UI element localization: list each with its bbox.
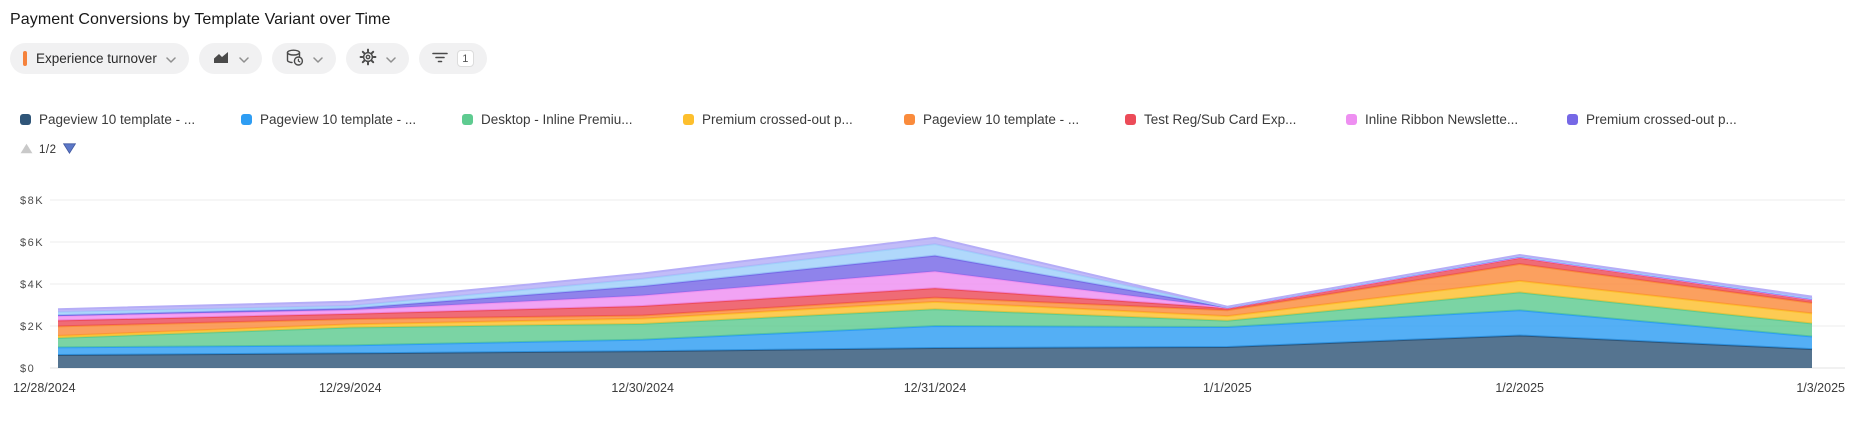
legend-swatch	[1567, 113, 1578, 125]
legend-pager: 1/2	[20, 141, 76, 159]
filter-icon	[432, 51, 448, 67]
y-axis-tick-label: $8K	[20, 195, 44, 207]
chevron-down-icon	[386, 51, 396, 66]
area-series-line	[57, 236, 1813, 311]
y-axis-tick-label: $2K	[20, 321, 44, 333]
legend-label: Pageview 10 template - ...	[923, 111, 1080, 127]
legend-label: Premium crossed-out p...	[702, 111, 853, 127]
legend-item[interactable]: Test Reg/Sub Card Exp...	[1125, 110, 1346, 128]
x-axis-tick-label: 1/3/2025	[1796, 381, 1845, 395]
legend-swatch	[20, 113, 31, 125]
area-series	[58, 335, 1812, 368]
x-axis-tick-label: 1/2/2025	[1495, 381, 1544, 395]
metric-accent-bar	[23, 51, 27, 66]
legend-item[interactable]: Premium crossed-out p...	[1567, 110, 1788, 128]
legend-label: Inline Ribbon Newslette...	[1365, 111, 1519, 127]
page-title: Payment Conversions by Template Variant …	[10, 11, 391, 28]
legend-item[interactable]: Desktop - Inline Premiu...	[462, 110, 683, 128]
y-axis-tick-label: $0	[20, 363, 35, 375]
chart-type-dropdown[interactable]	[198, 43, 262, 74]
chart-plot-area[interactable]	[57, 236, 1813, 368]
legend-page-up-icon[interactable]	[20, 141, 33, 159]
legend-item[interactable]: Inline Ribbon Newslette...	[1346, 110, 1567, 128]
filter-count-badge: 1	[456, 50, 474, 67]
legend-swatch	[904, 113, 915, 125]
y-axis-tick-label: $6K	[20, 237, 44, 249]
area-series	[58, 310, 1812, 355]
chevron-down-icon	[239, 51, 249, 66]
database-clock-icon	[285, 48, 304, 69]
legend-item[interactable]: Premium crossed-out p...	[683, 110, 904, 128]
toolbar: Experience turnover	[10, 43, 487, 74]
gear-icon	[359, 48, 377, 69]
data-source-dropdown[interactable]	[271, 43, 336, 74]
area-series	[58, 280, 1812, 338]
x-axis-tick-label: 1/1/2025	[1203, 381, 1252, 395]
area-chart-icon	[212, 50, 230, 68]
legend-swatch	[1346, 113, 1357, 125]
area-series	[58, 292, 1812, 348]
legend-label: Pageview 10 template - ...	[39, 111, 196, 127]
legend-page-indicator: 1/2	[39, 144, 57, 156]
chevron-down-icon	[313, 51, 323, 66]
legend-swatch	[683, 113, 694, 125]
legend-label: Desktop - Inline Premiu...	[481, 111, 633, 127]
area-series	[58, 257, 1812, 327]
legend-label: Test Reg/Sub Card Exp...	[1144, 111, 1297, 127]
metric-selector-dropdown[interactable]: Experience turnover	[10, 43, 189, 74]
legend-item[interactable]: Pageview 10 template - ...	[904, 110, 1125, 128]
y-axis-tick-label: $4K	[20, 279, 44, 291]
x-axis-tick-label: 12/31/2024	[904, 381, 967, 395]
stacked-area-chart[interactable]: $0 $2K $4K $6K $8K 12/28/2024 12/29/2024 12/30/…	[0, 160, 1851, 421]
filter-button[interactable]: 1	[418, 43, 487, 74]
area-series	[58, 255, 1812, 316]
x-axis-tick-label: 12/29/2024	[319, 381, 382, 395]
legend-item[interactable]: Pageview 10 template - ...	[20, 110, 241, 128]
settings-dropdown[interactable]	[345, 43, 409, 74]
legend-item[interactable]: Pageview 10 template - ...	[241, 110, 462, 128]
chevron-down-icon	[166, 51, 176, 66]
legend-page-down-icon[interactable]	[62, 141, 76, 159]
x-axis-tick-label: 12/30/2024	[611, 381, 674, 395]
metric-selector-label: Experience turnover	[36, 51, 157, 66]
legend-swatch	[241, 113, 252, 125]
area-series	[58, 257, 1812, 321]
chart-legend: Pageview 10 template - ... Pageview 10 te…	[20, 110, 1788, 128]
legend-swatch	[462, 113, 473, 125]
x-axis-tick-label: 12/28/2024	[13, 381, 76, 395]
legend-swatch	[1125, 113, 1136, 125]
legend-label: Pageview 10 template - ...	[260, 111, 417, 127]
legend-label: Premium crossed-out p...	[1586, 111, 1737, 127]
